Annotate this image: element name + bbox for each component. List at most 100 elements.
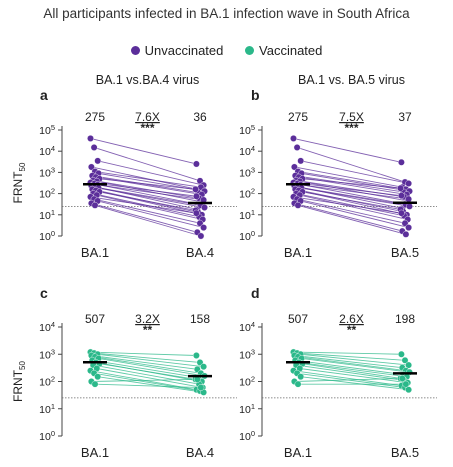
data-point bbox=[402, 230, 410, 238]
fold-change-label: 7.6X bbox=[135, 110, 160, 124]
data-point bbox=[94, 157, 102, 165]
pair-line bbox=[294, 202, 403, 232]
pair-line bbox=[297, 198, 406, 224]
fold-change-label: 3.2X bbox=[135, 312, 160, 326]
data-point bbox=[192, 185, 199, 193]
y-tick-label: 104 bbox=[239, 144, 255, 158]
pair-line bbox=[302, 363, 401, 379]
x-tick-label: BA.1 bbox=[284, 445, 312, 460]
data-point bbox=[200, 224, 208, 231]
pair-line bbox=[97, 376, 204, 393]
y-tick-label: 103 bbox=[239, 165, 255, 179]
pair-line bbox=[293, 182, 402, 197]
y-tick-label: 105 bbox=[239, 123, 255, 137]
geomean-label: 507 bbox=[288, 312, 308, 326]
legend-label-unvaccinated: Unvaccinated bbox=[144, 43, 224, 58]
pair-line bbox=[90, 351, 197, 356]
data-point bbox=[405, 180, 412, 187]
geomean-label: 275 bbox=[288, 110, 308, 124]
data-point bbox=[192, 192, 200, 200]
pair-line bbox=[94, 204, 202, 237]
data-point bbox=[192, 352, 200, 359]
data-point bbox=[406, 202, 413, 210]
legend-marker-vaccinated bbox=[245, 46, 255, 55]
panel-letter: d bbox=[251, 285, 260, 301]
y-tick-label: 103 bbox=[39, 347, 55, 361]
pair-line bbox=[99, 363, 196, 380]
y-axis-label: FRNT50 bbox=[11, 162, 27, 203]
legend: Unvaccinated Vaccinated bbox=[0, 43, 453, 58]
pair-line bbox=[94, 186, 201, 206]
pair-line bbox=[94, 171, 201, 188]
pair-line bbox=[91, 378, 198, 382]
data-point bbox=[402, 380, 410, 388]
pair-line bbox=[90, 182, 197, 197]
pair-line bbox=[90, 196, 197, 214]
panel-a: a BA.1 vs.BA.4 virus 100 101 102 103 104 105 FRN… bbox=[11, 73, 237, 260]
pair-line bbox=[96, 194, 203, 220]
pair-line bbox=[90, 137, 197, 165]
data-point bbox=[88, 163, 95, 171]
pair-line bbox=[296, 147, 406, 183]
data-point bbox=[405, 224, 412, 231]
data-point bbox=[192, 209, 200, 217]
pair-line bbox=[93, 147, 201, 182]
pair-line bbox=[293, 370, 402, 387]
pair-line bbox=[297, 183, 406, 205]
y-tick-label: 100 bbox=[239, 429, 255, 443]
panel-letter: b bbox=[251, 87, 260, 103]
significance-label: *** bbox=[140, 121, 154, 135]
data-point bbox=[290, 163, 298, 171]
y-tick-label: 101 bbox=[239, 402, 255, 416]
pair-line bbox=[99, 178, 196, 190]
legend-item-unvaccinated: Unvaccinated bbox=[130, 43, 224, 58]
significance-label: ** bbox=[347, 323, 357, 337]
panel-title: BA.1 vs. BA.5 virus bbox=[298, 73, 405, 87]
data-point bbox=[91, 380, 99, 388]
geomean-label: 507 bbox=[85, 312, 105, 326]
y-tick-label: 102 bbox=[239, 187, 255, 201]
x-tick-label: BA.1 bbox=[81, 445, 109, 460]
figure-title: All participants infected in BA.1 infect… bbox=[43, 6, 410, 21]
y-axis-label: FRNT50 bbox=[11, 361, 27, 402]
pair-line bbox=[301, 172, 410, 192]
data-point bbox=[297, 373, 305, 381]
pair-line bbox=[297, 372, 406, 388]
legend-item-vaccinated: Vaccinated bbox=[245, 43, 322, 58]
geomean-label: 275 bbox=[85, 110, 105, 124]
significance-label: *** bbox=[344, 121, 358, 135]
pair-line bbox=[94, 372, 201, 392]
y-tick-label: 101 bbox=[39, 402, 55, 416]
pair-line bbox=[297, 352, 406, 361]
pair-line bbox=[91, 355, 198, 370]
data-point bbox=[192, 160, 200, 168]
pair-line bbox=[294, 166, 403, 188]
panel-b: b BA.1 vs. BA.5 virus 100 101 102 103 104 105 27… bbox=[239, 73, 437, 260]
panel-c: c 100 101 102 103 104 FRNT50 507 158 3.2X** BA.1 BA… bbox=[11, 285, 237, 460]
pair-line bbox=[296, 193, 405, 217]
x-tick-label: BA.1 bbox=[284, 245, 312, 260]
panel-letter: c bbox=[40, 285, 48, 301]
pair-line bbox=[299, 180, 408, 202]
y-tick-label: 104 bbox=[239, 320, 255, 334]
panel-letter: a bbox=[40, 87, 48, 103]
pair-line bbox=[300, 200, 409, 229]
y-tick-label: 102 bbox=[39, 187, 55, 201]
data-point bbox=[294, 201, 302, 209]
pair-line bbox=[99, 191, 196, 211]
y-tick-label: 102 bbox=[39, 375, 55, 389]
pair-line bbox=[300, 160, 409, 184]
pair-line bbox=[302, 191, 401, 210]
legend-marker-unvaccinated bbox=[130, 46, 140, 55]
pair-line bbox=[295, 175, 404, 193]
data-point bbox=[197, 384, 205, 391]
pair-line bbox=[300, 353, 409, 366]
pair-line bbox=[294, 377, 403, 382]
data-point bbox=[197, 232, 205, 240]
panel-title: BA.1 vs.BA.4 virus bbox=[96, 73, 200, 87]
y-tick-label: 101 bbox=[239, 208, 255, 222]
data-point bbox=[405, 386, 412, 394]
pair-line bbox=[97, 200, 204, 229]
